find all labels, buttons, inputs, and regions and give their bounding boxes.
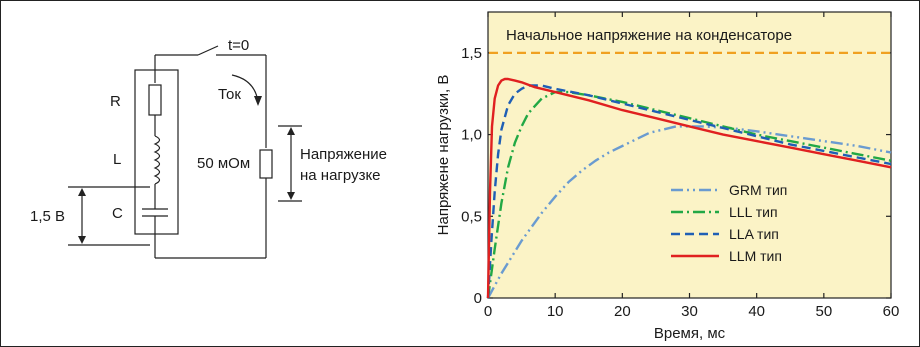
- arrowhead: [78, 236, 86, 244]
- legend-label: GRM тип: [729, 182, 787, 198]
- switch-blade: [197, 45, 219, 56]
- label-switch-time: t=0: [228, 37, 249, 54]
- x-tick-label: 40: [748, 303, 765, 320]
- arrowhead: [287, 192, 295, 200]
- label-c: C: [112, 205, 123, 222]
- legend: GRM тип LLL тип LLA тип LLM тип: [671, 182, 787, 264]
- y-tick-label: 0: [474, 290, 482, 307]
- y-axis-label: Напряжене нагрузки, В: [435, 75, 452, 236]
- y-tick-label: 1,5: [461, 45, 482, 62]
- x-tick-label: 60: [883, 303, 900, 320]
- load-resistor: [259, 149, 273, 179]
- resistor-r: [148, 84, 162, 116]
- label-l: L: [113, 151, 121, 168]
- label-source-voltage: 1,5 В: [30, 208, 65, 225]
- legend-label: LLA тип: [729, 226, 779, 242]
- chart: 0 10 20 30 40 50 60 0 0,5 1,0 1,5 Начальное напряж…: [435, 11, 899, 342]
- series-group: [486, 77, 892, 299]
- x-axis-label: Время, мс: [654, 325, 726, 342]
- series-line-3: [486, 77, 892, 299]
- legend-label: LLL тип: [729, 204, 778, 220]
- current-arrowhead: [254, 96, 262, 106]
- series-line-0: [486, 125, 892, 299]
- arrowhead: [78, 188, 86, 196]
- y-tick-label: 0,5: [461, 208, 482, 225]
- label-load-resistance: 50 мОм: [197, 155, 250, 172]
- label-load-voltage-1: Напряжение: [300, 146, 387, 163]
- inductor-l: [153, 135, 161, 185]
- legend-label: LLM тип: [729, 248, 782, 264]
- capacitor-model-box: [134, 69, 179, 235]
- circuit-diagram: [68, 45, 302, 259]
- x-tick-label: 0: [484, 303, 492, 320]
- label-r: R: [110, 93, 121, 110]
- label-load-voltage-2: на нагрузке: [300, 167, 381, 184]
- x-tick-label: 30: [681, 303, 698, 320]
- y-tick-label: 1,0: [461, 127, 482, 144]
- x-tick-label: 20: [614, 303, 631, 320]
- initial-voltage-annotation: Начальное напряжение на конденсаторе: [506, 27, 792, 44]
- series-line-2: [486, 84, 892, 299]
- arrowhead: [287, 127, 295, 135]
- x-tick-label: 50: [815, 303, 832, 320]
- x-tick-label: 10: [547, 303, 564, 320]
- circuit-arrowheads: [78, 96, 295, 244]
- axis-ticks: 0 10 20 30 40 50 60 0 0,5 1,0 1,5: [461, 12, 899, 320]
- label-current: Ток: [218, 86, 241, 103]
